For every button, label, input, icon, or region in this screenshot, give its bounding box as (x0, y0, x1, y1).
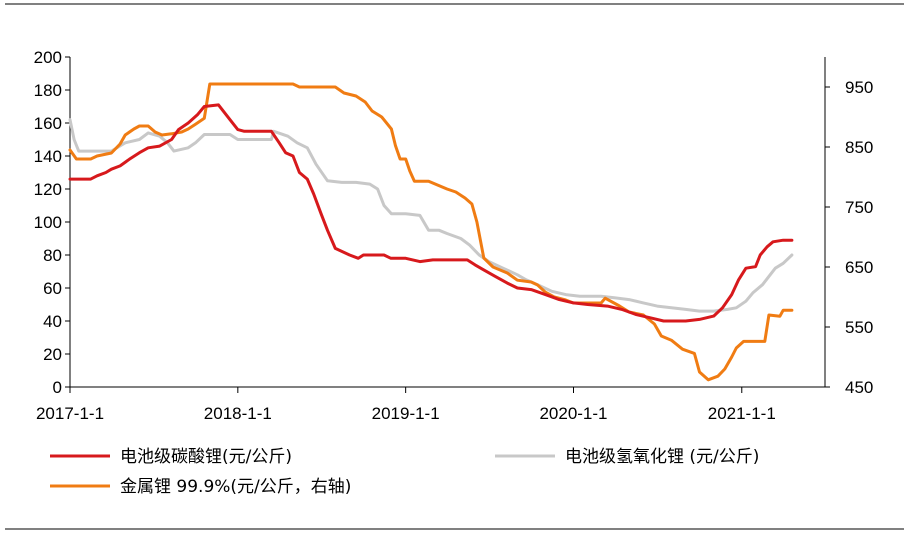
left-axis-tick-label: 60 (43, 279, 62, 298)
series-line-lithium-metal (68, 82, 794, 382)
legend: 电池级碳酸锂(元/公斤) 电池级氢氧化锂 (元/公斤) 金属锂 99.9%(元/… (50, 447, 759, 497)
legend-label-carbonate: 电池级碳酸锂(元/公斤) (120, 447, 292, 467)
left-axis-tick-label: 140 (34, 147, 62, 166)
left-axis-tick-label: 120 (34, 180, 62, 199)
x-axis-tick-label: 2021-1-1 (708, 404, 776, 423)
right-axis-tick-label: 950 (845, 78, 873, 97)
left-axis-tick-label: 40 (43, 312, 62, 331)
left-axis-tick-label: 200 (34, 48, 62, 67)
right-axis-tick-label: 450 (845, 378, 873, 397)
x-axis-tick-label: 2018-1-1 (204, 404, 272, 423)
left-axis-tick-label: 100 (34, 213, 62, 232)
left-axis-tick-label: 160 (34, 114, 62, 133)
left-axis-tick-label: 180 (34, 81, 62, 100)
legend-label-lithium-metal: 金属锂 99.9%(元/公斤，右轴) (120, 477, 351, 497)
series-line-carbonate (68, 103, 794, 323)
axes: 0 20 40 60 80 100 120 140 160 180 200 450 550 650 750 8… (34, 48, 874, 423)
left-axis-tick-label: 80 (43, 246, 62, 265)
left-axis-tick-label: 20 (43, 345, 62, 364)
series-layer (68, 82, 794, 382)
right-axis-tick-label: 750 (845, 198, 873, 217)
right-axis-tick-label: 550 (845, 318, 873, 337)
right-axis-tick-label: 850 (845, 138, 873, 157)
series-line-hydroxide (68, 118, 794, 313)
x-axis-tick-label: 2017-1-1 (36, 404, 104, 423)
left-axis-tick-label: 0 (53, 378, 62, 397)
x-axis-tick-label: 2019-1-1 (372, 404, 440, 423)
right-axis-tick-label: 650 (845, 258, 873, 277)
x-axis-tick-label: 2020-1-1 (539, 404, 607, 423)
legend-label-hydroxide: 电池级氢氧化锂 (元/公斤) (565, 447, 759, 467)
